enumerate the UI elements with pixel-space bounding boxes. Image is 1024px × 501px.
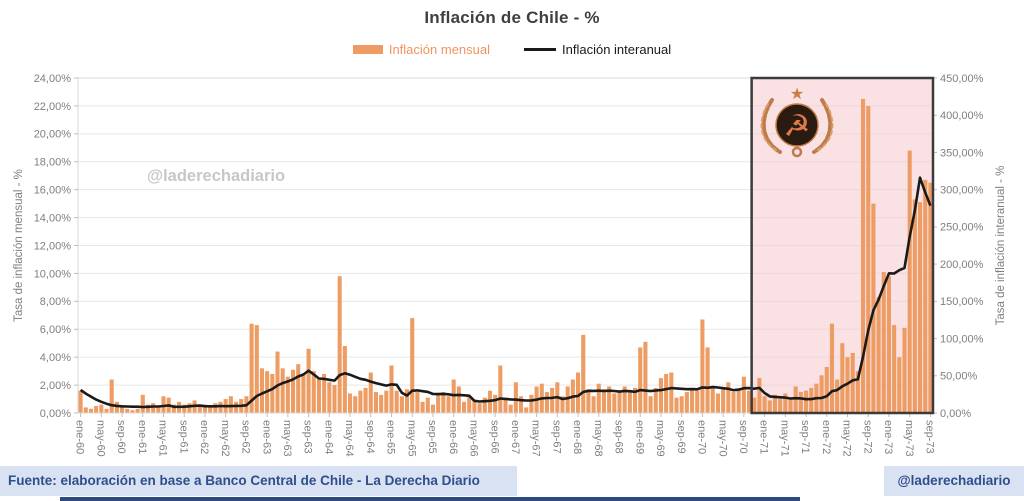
source-note: Fuente: elaboración en base a Banco Cent… (0, 466, 517, 496)
svg-text:sep-63: sep-63 (302, 420, 314, 454)
svg-text:14,00%: 14,00% (34, 212, 72, 224)
svg-text:Tasa de inflación mensual - %: Tasa de inflación mensual - % (13, 169, 25, 322)
svg-text:300,00%: 300,00% (940, 185, 984, 197)
svg-text:20,00%: 20,00% (34, 129, 72, 141)
svg-text:☭: ☭ (784, 109, 811, 144)
bottom-accent-bar (60, 497, 800, 501)
svg-text:may-71: may-71 (778, 420, 790, 457)
svg-text:ene-62: ene-62 (198, 420, 210, 454)
svg-text:Tasa de inflación interanual -: Tasa de inflación interanual - % (995, 166, 1007, 326)
svg-text:may-69: may-69 (654, 420, 666, 457)
svg-text:sep-73: sep-73 (924, 420, 936, 454)
svg-text:450,00%: 450,00% (940, 73, 984, 85)
svg-text:16,00%: 16,00% (34, 185, 72, 197)
interannual-inflation-line (79, 176, 932, 409)
svg-text:may-66: may-66 (468, 420, 480, 457)
svg-text:sep-66: sep-66 (488, 420, 500, 454)
svg-text:may-70: may-70 (716, 420, 728, 457)
svg-text:may-73: may-73 (903, 420, 915, 457)
communist-emblem-icon: ★ ☭ (760, 84, 834, 158)
svg-text:ene-70: ene-70 (696, 420, 708, 454)
svg-text:may-60: may-60 (94, 420, 106, 457)
svg-text:50,00%: 50,00% (940, 371, 978, 383)
legend-item-interannual[interactable]: Inflación interanual (524, 42, 671, 57)
svg-text:4,00%: 4,00% (40, 352, 71, 364)
svg-text:may-62: may-62 (219, 420, 231, 457)
svg-text:18,00%: 18,00% (34, 157, 72, 169)
svg-text:ene-71: ene-71 (758, 420, 770, 454)
svg-text:0,00%: 0,00% (40, 408, 71, 420)
svg-text:350,00%: 350,00% (940, 147, 984, 159)
svg-text:6,00%: 6,00% (40, 324, 71, 336)
highlight-border (750, 76, 935, 415)
svg-text:ene-66: ene-66 (447, 420, 459, 454)
svg-text:2,00%: 2,00% (40, 380, 71, 392)
svg-text:sep-69: sep-69 (675, 420, 687, 454)
svg-text:may-61: may-61 (157, 420, 169, 457)
svg-text:10,00%: 10,00% (34, 268, 72, 280)
twitter-handle-badge[interactable]: @laderechadiario (884, 466, 1024, 496)
svg-text:ene-64: ene-64 (322, 420, 334, 454)
svg-text:ene-72: ene-72 (820, 420, 832, 454)
svg-text:ene-63: ene-63 (260, 420, 272, 454)
svg-text:22,00%: 22,00% (34, 101, 72, 113)
line-swatch-icon (524, 48, 557, 51)
svg-text:sep-65: sep-65 (426, 420, 438, 454)
svg-text:sep-64: sep-64 (364, 420, 376, 454)
svg-text:may-67: may-67 (530, 420, 542, 457)
svg-text:may-72: may-72 (841, 420, 853, 457)
svg-text:ene-67: ene-67 (509, 420, 521, 454)
svg-text:24,00%: 24,00% (34, 73, 72, 85)
page-title: Inflación de Chile - % (424, 8, 600, 27)
svg-text:may-65: may-65 (405, 420, 417, 457)
svg-text:sep-72: sep-72 (861, 420, 873, 454)
legend-label-monthly: Inflación mensual (388, 42, 491, 57)
svg-text:200,00%: 200,00% (940, 259, 984, 271)
bar-swatch-icon (352, 45, 383, 54)
svg-text:sep-67: sep-67 (550, 420, 562, 454)
svg-text:8,00%: 8,00% (40, 296, 71, 308)
svg-text:may-68: may-68 (592, 420, 604, 457)
svg-text:ene-68: ene-68 (571, 420, 583, 454)
svg-text:ene-60: ene-60 (74, 420, 86, 454)
svg-text:250,00%: 250,00% (940, 222, 984, 234)
svg-text:may-63: may-63 (281, 420, 293, 457)
svg-text:ene-65: ene-65 (385, 420, 397, 454)
svg-text:may-64: may-64 (343, 420, 355, 457)
svg-text:sep-71: sep-71 (799, 420, 811, 454)
svg-text:ene-61: ene-61 (136, 420, 148, 454)
svg-text:100,00%: 100,00% (940, 333, 984, 345)
svg-text:150,00%: 150,00% (940, 296, 984, 308)
svg-text:★: ★ (790, 84, 804, 103)
svg-text:sep-70: sep-70 (737, 420, 749, 454)
svg-text:sep-62: sep-62 (240, 420, 252, 454)
svg-text:12,00%: 12,00% (34, 240, 72, 252)
legend-label-interannual: Inflación interanual (562, 42, 672, 57)
watermark: @laderechadiario (147, 167, 285, 185)
svg-text:ene-69: ene-69 (633, 420, 645, 454)
axes: 0,00% 2,00% 4,00% 6,00% 8,00% 10,00% 12,00% 14,… (13, 73, 1007, 457)
inflation-chart: @laderechadiario 0,00% 2,00% 4,00% 6,00% 8,0… (13, 73, 1007, 457)
svg-text:ene-73: ene-73 (882, 420, 894, 454)
svg-text:sep-61: sep-61 (177, 420, 189, 454)
svg-text:400,00%: 400,00% (940, 110, 984, 122)
svg-text:0,00%: 0,00% (940, 408, 971, 420)
svg-text:sep-68: sep-68 (613, 420, 625, 454)
legend: Inflación mensual Inflación interanual (0, 42, 1024, 57)
legend-item-monthly[interactable]: Inflación mensual (352, 42, 491, 57)
svg-text:sep-60: sep-60 (115, 420, 127, 454)
